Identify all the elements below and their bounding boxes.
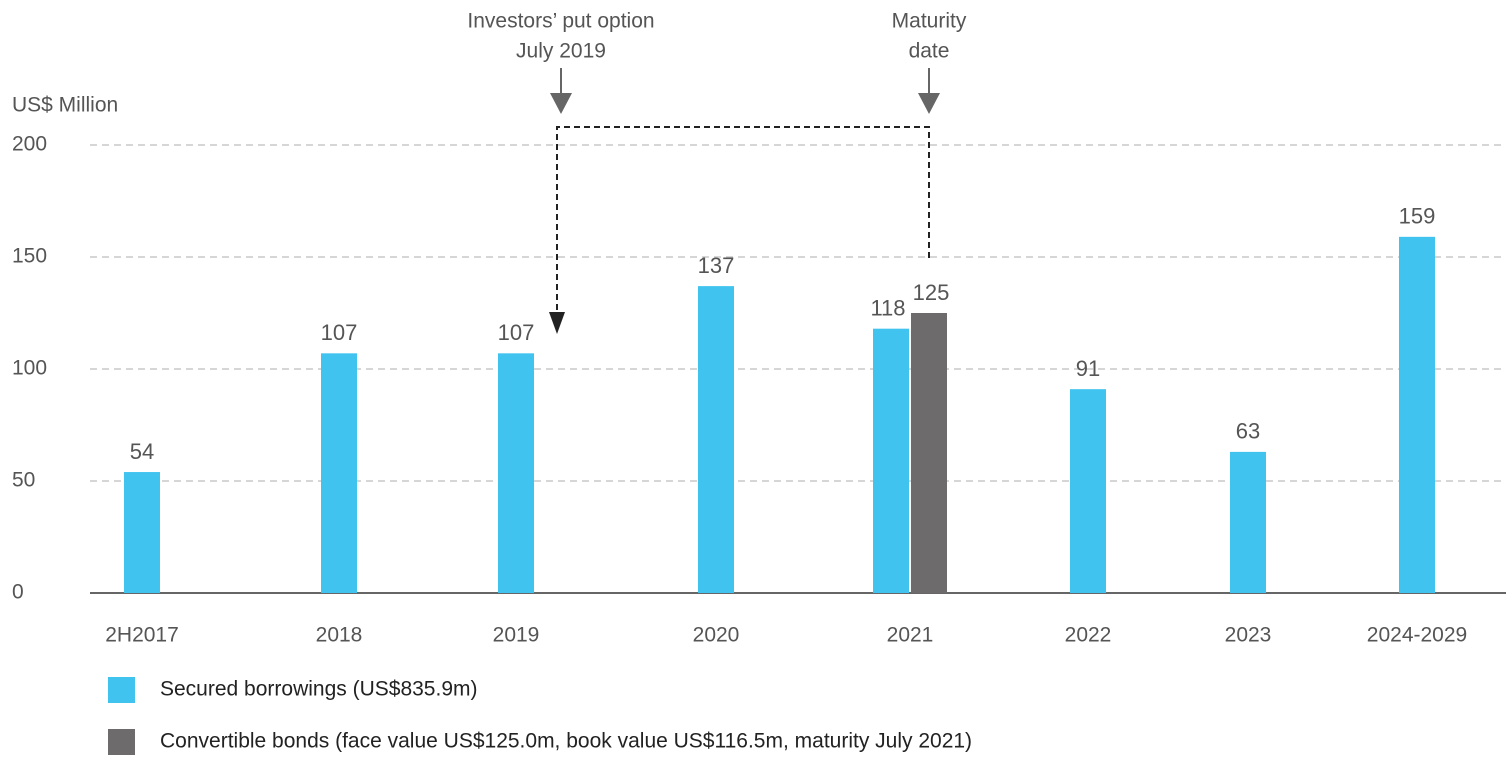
bar: [1230, 451, 1266, 593]
x-tick-label: 2024-2029: [1367, 624, 1467, 647]
x-tick-label: 2019: [493, 624, 540, 647]
annotation: Maturity: [892, 10, 967, 33]
legend-swatch: [108, 729, 135, 755]
annotation: Investors’ put option: [467, 10, 654, 33]
legend-label: Convertible bonds (face value US$125.0m,…: [160, 730, 972, 753]
value-label: 91: [1076, 356, 1100, 381]
y-tick-label: 150: [12, 245, 47, 268]
x-tick-label: 2020: [693, 624, 740, 647]
y-tick-label: 100: [12, 357, 47, 380]
bar: [911, 313, 947, 593]
x-tick-label: 2021: [887, 624, 934, 647]
bar: [321, 353, 357, 593]
legend-label: Secured borrowings (US$835.9m): [160, 678, 477, 701]
y-axis-label: US$ Million: [12, 94, 118, 117]
legend-swatch: [108, 677, 135, 703]
bar: [698, 286, 734, 593]
bar: [124, 472, 160, 593]
y-tick-label: 0: [12, 581, 24, 604]
bar: [873, 328, 909, 593]
bar: [1399, 236, 1435, 593]
value-label: 159: [1399, 204, 1436, 229]
value-label: 118: [870, 295, 905, 320]
x-tick-label: 2H2017: [105, 624, 179, 647]
value-label: 107: [498, 320, 535, 345]
bar: [1070, 389, 1106, 593]
bar: [498, 353, 534, 593]
y-tick-label: 50: [12, 469, 35, 492]
x-tick-label: 2018: [316, 624, 363, 647]
value-label: 137: [698, 253, 735, 278]
annotation: July 2019: [516, 40, 606, 63]
annotation: date: [909, 40, 950, 63]
value-label: 125: [913, 280, 950, 305]
value-label: 63: [1236, 419, 1260, 444]
value-label: 107: [321, 320, 358, 345]
x-tick-label: 2023: [1225, 624, 1272, 647]
y-tick-label: 200: [12, 133, 47, 156]
annotation-arrows: [549, 68, 940, 334]
x-tick-label: 2022: [1065, 624, 1112, 647]
value-label: 54: [130, 439, 154, 464]
